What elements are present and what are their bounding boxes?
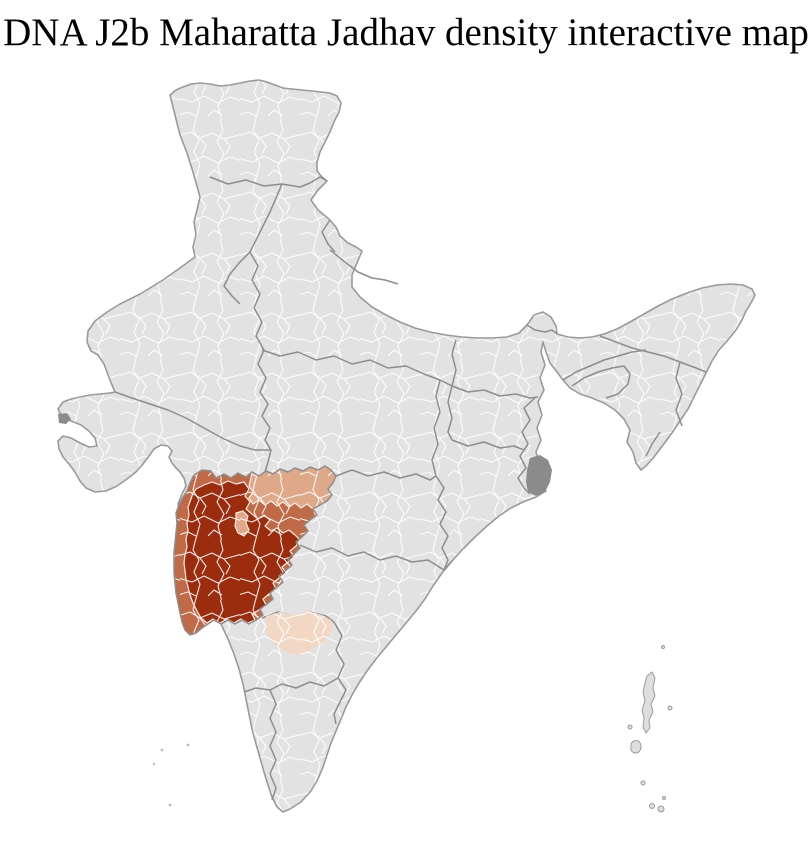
india-district-texture-overlay (58, 80, 755, 812)
lakshadweep-islands (152, 743, 190, 807)
maharashtra-state-border (173, 465, 337, 636)
cluster-district-texture (174, 466, 336, 635)
andaman-islands (627, 645, 673, 813)
sundarbans-delta-patch (526, 455, 552, 496)
density-regions[interactable] (173, 465, 337, 655)
kutch-marsh-patch (58, 413, 71, 424)
pale-district-texture (266, 611, 333, 655)
page-title: DNA J2b Maharatta Jadhav density interac… (3, 11, 809, 54)
